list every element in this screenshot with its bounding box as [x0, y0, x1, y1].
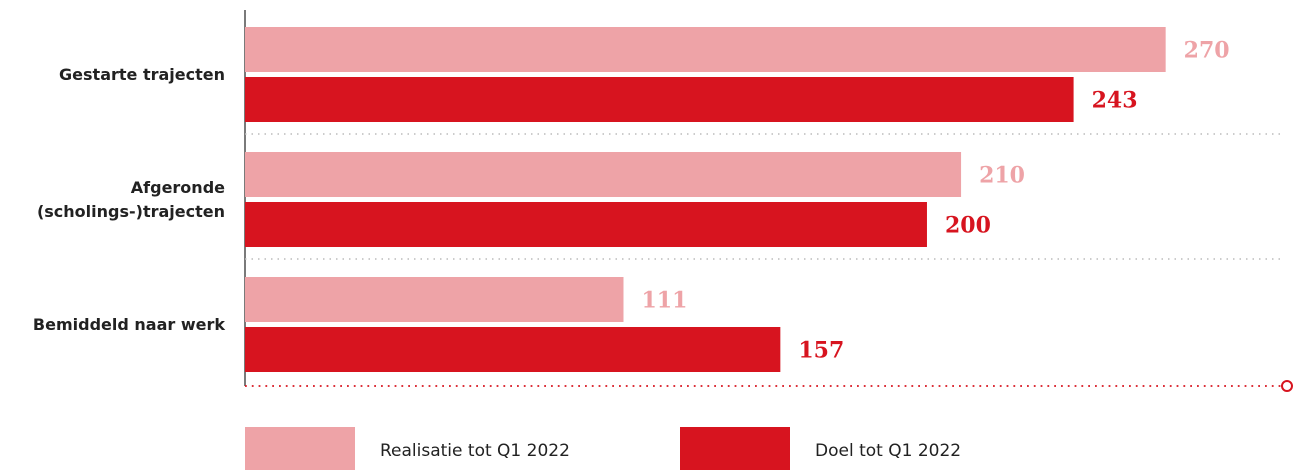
value-label: 270 — [1184, 38, 1230, 64]
bar — [245, 277, 624, 322]
category-label: Gestarte trajecten — [59, 64, 225, 84]
legend-swatch — [245, 427, 355, 470]
bar — [245, 202, 927, 247]
value-label: 243 — [1092, 88, 1138, 114]
bar — [245, 27, 1166, 72]
axis-end — [1281, 380, 1293, 392]
value-label: 157 — [798, 338, 844, 364]
value-label: 210 — [979, 163, 1025, 189]
category-label: Afgeronde (scholings-)trajecten — [36, 177, 225, 221]
bar — [245, 327, 781, 372]
legend-label: Realisatie tot Q1 2022 — [380, 441, 570, 461]
bar — [245, 77, 1074, 122]
value-label: 111 — [641, 288, 687, 314]
legend-label: Doel tot Q1 2022 — [815, 441, 961, 461]
value-label: 200 — [945, 213, 991, 239]
legend-swatch — [680, 427, 790, 470]
bar — [245, 152, 962, 197]
category-label: Bemiddeld naar werk — [32, 314, 225, 334]
